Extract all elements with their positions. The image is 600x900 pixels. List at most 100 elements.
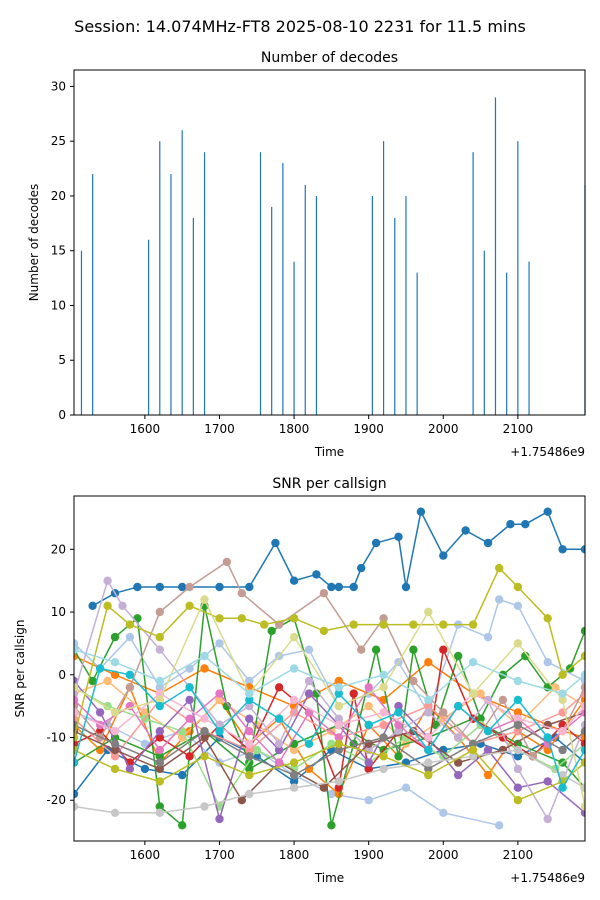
snr-point [133,614,142,623]
snr-point [424,607,433,617]
snr-point [103,576,112,585]
snr-point [371,538,381,548]
decode-bar [170,174,172,415]
snr-point [424,733,433,742]
snr-point [200,595,209,604]
snr-point [178,727,187,736]
snr-point [580,676,585,686]
snr-point [468,620,478,629]
snr-point [498,695,508,705]
snr-point [439,808,448,817]
snr-point [379,764,388,774]
snr-point [580,739,585,748]
snr-point [245,695,254,705]
snr-point [200,733,209,742]
snr-point [118,601,127,610]
snr-point [495,595,504,604]
snr-point [483,745,493,755]
snr-point [155,758,164,767]
x-tick-label: 1700 [204,422,235,436]
snr-point [468,689,478,698]
snr-point [580,626,585,636]
snr-point [178,770,187,780]
decode-bar [181,130,183,415]
snr-point [424,708,433,717]
snr-point [483,770,493,780]
x-tick-label: 2000 [428,422,459,436]
snr-point [110,658,120,667]
snr-point [349,689,358,698]
snr-point [185,683,194,692]
snr-point [580,720,585,730]
snr-point [74,639,79,648]
snr-point [580,670,585,679]
snr-point [155,607,164,617]
snr-point [513,695,523,705]
snr-point [200,727,209,736]
figure-title: Session: 14.074MHz-FT8 2025-08-10 2231 f… [74,17,526,36]
snr-point [334,739,343,748]
snr-point [274,714,284,723]
snr-point [327,582,336,592]
decode-bar [80,250,83,415]
snr-point [155,645,164,654]
snr-point [155,802,164,811]
snr-point [74,758,79,767]
decodes-plot-frame [73,69,586,416]
snr-point [289,745,299,755]
snr-point [543,814,552,824]
snr-point [334,745,343,755]
decode-bar [472,152,474,415]
snr-y-axis-label: SNR per callsign [13,620,27,718]
snr-series-line [74,578,585,821]
snr-point [155,733,164,742]
decode-bar [483,250,485,415]
snr-series-group [74,507,585,830]
snr-point [409,645,418,654]
snr-point [454,770,463,780]
snr-point [155,808,164,817]
snr-point [110,752,120,761]
snr-point [580,689,585,698]
snr-point [289,777,299,786]
snr-point [267,626,276,636]
snr-point [401,582,411,592]
snr-point [364,683,373,692]
snr-point [394,532,403,541]
snr-point [289,783,299,792]
snr-point [312,689,321,698]
snr-point [334,714,343,723]
snr-point [125,670,135,679]
snr-point [222,701,232,711]
snr-point [74,689,79,698]
y-tick-label: 10 [51,605,66,619]
snr-point [468,752,478,761]
snr-point [74,714,79,723]
snr-point [110,764,120,774]
snr-point [140,739,150,748]
snr-point [200,651,209,661]
snr-chart-title: SNR per callsign [272,476,386,492]
snr-point [364,796,373,805]
x-tick-label: 1700 [204,848,235,862]
snr-point [580,808,585,817]
snr-point [215,639,224,648]
snr-point [200,714,209,723]
snr-point [260,620,269,629]
snr-point [155,777,164,786]
y-tick-label: 5 [58,353,66,367]
snr-point [304,676,314,686]
snr-point [483,538,493,548]
snr-point [245,752,254,761]
decode-bar [304,185,306,415]
snr-point [289,764,299,774]
snr-point [289,614,299,623]
snr-point [394,752,403,761]
snr-point [394,727,403,736]
decodes-bars [80,97,586,415]
snr-point [454,701,463,711]
snr-point [185,714,194,723]
snr-point [483,695,493,705]
snr-point [558,689,567,698]
snr-point [424,758,433,767]
